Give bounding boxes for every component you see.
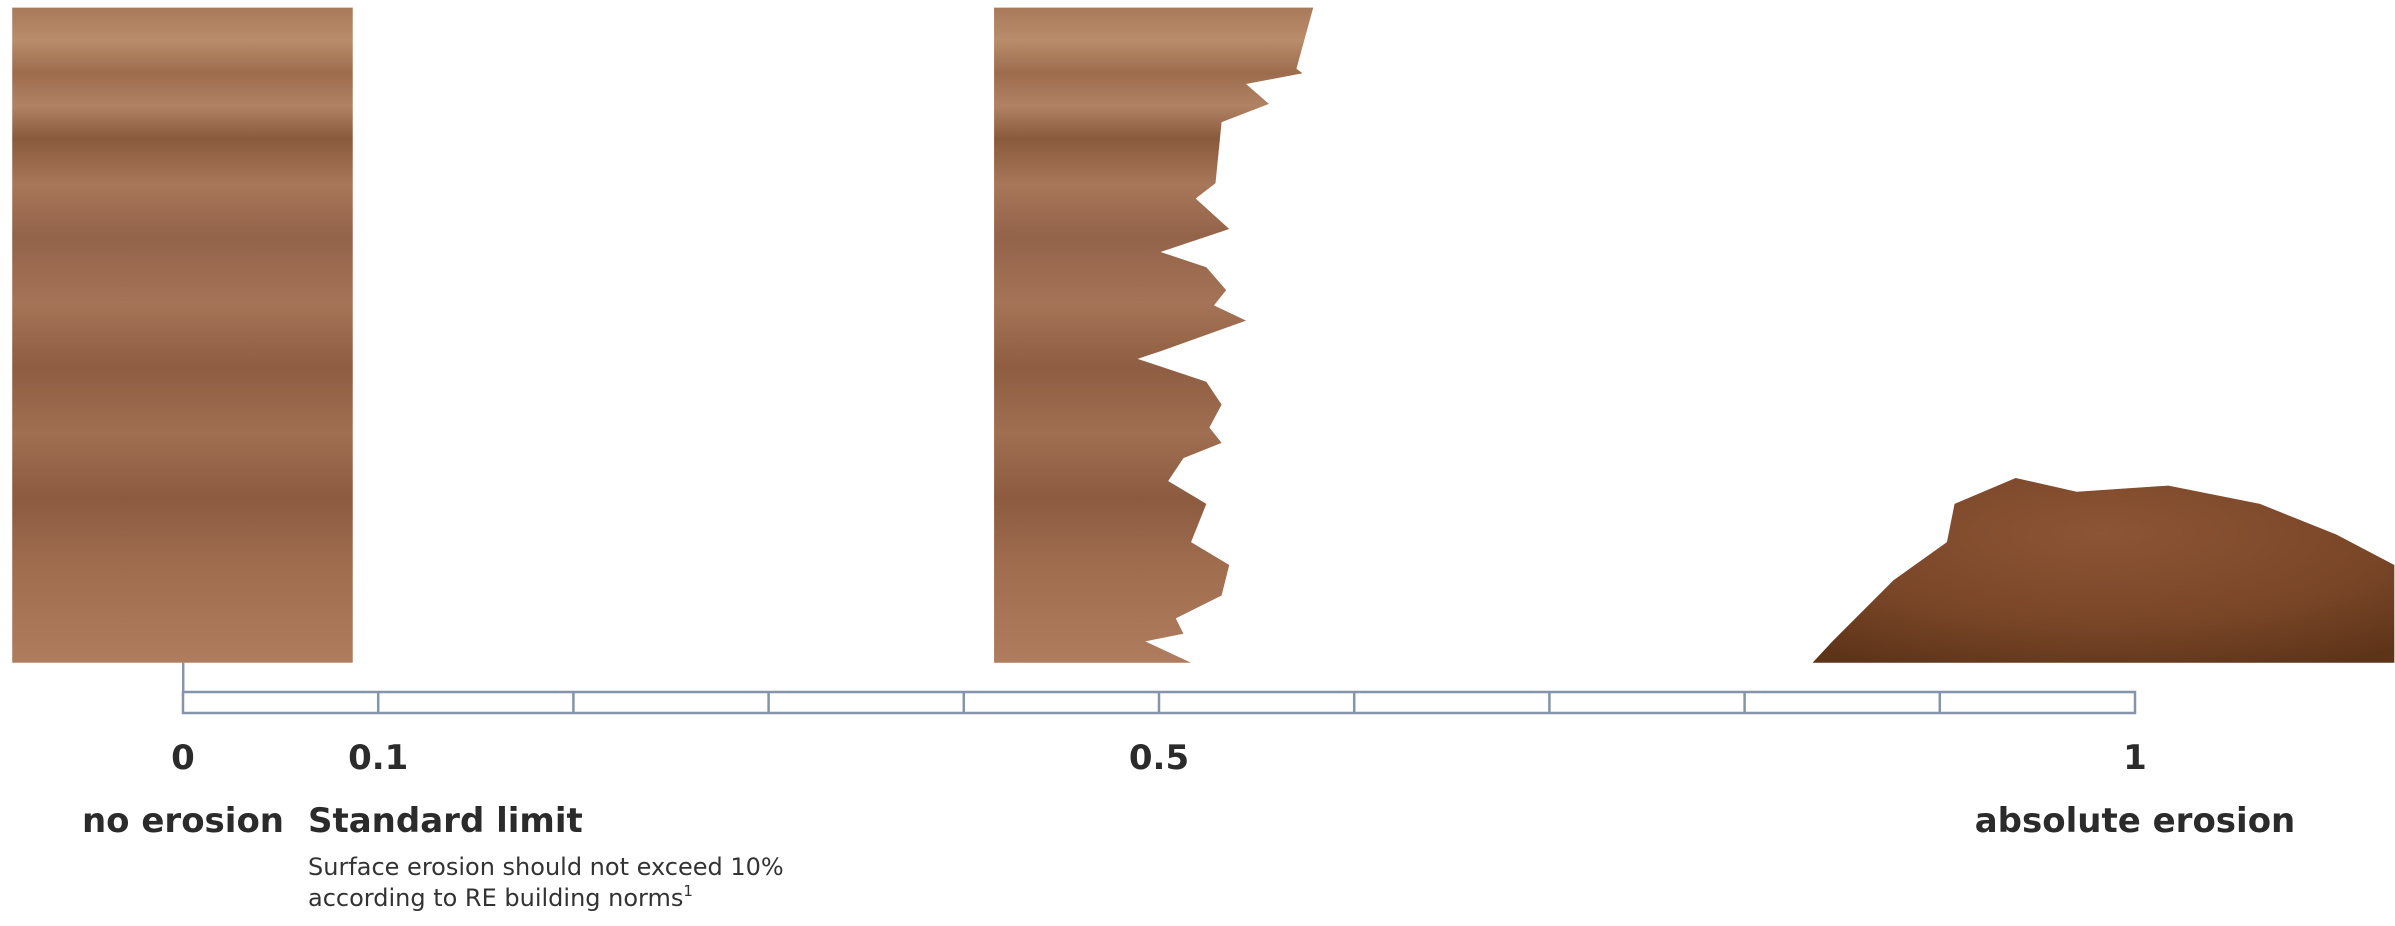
scale-bar: 0 0.1 0.5 1 (171, 690, 2147, 778)
tick-label: 1 (2123, 738, 2147, 778)
note-text: according to RE building norms (308, 884, 683, 912)
note-line: according to RE building norms1 (308, 882, 693, 912)
intact-wall (12, 7, 353, 663)
eroded-wall (994, 7, 1314, 663)
tick-label: 0 (171, 738, 195, 778)
tick-label: 0.1 (348, 738, 408, 778)
tick-label: 0.5 (1129, 738, 1189, 778)
labels: no erosion Standard limit absolute erosion (82, 801, 2295, 841)
illustrations (12, 7, 2395, 692)
note-line: Surface erosion should not exceed 10% (308, 853, 784, 881)
footnote-mark: 1 (683, 882, 693, 900)
label: absolute erosion (1975, 801, 2296, 841)
soil-pile (1812, 477, 2395, 663)
label: no erosion (82, 801, 284, 841)
label: Standard limit (308, 801, 583, 841)
